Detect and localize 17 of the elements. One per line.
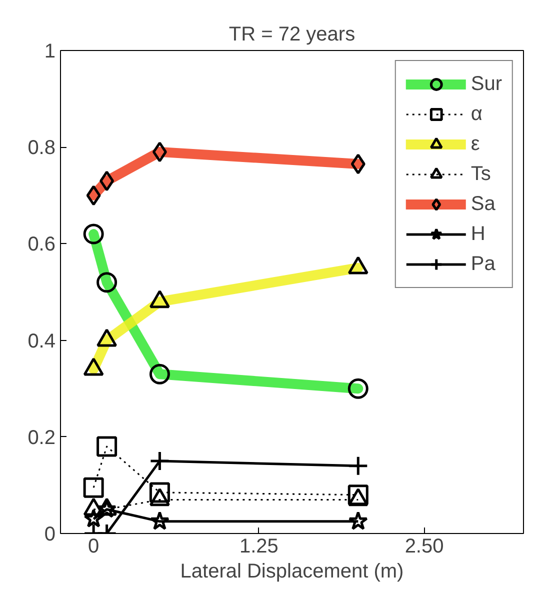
legend-label: H (470, 222, 486, 246)
y-tick-label: 1 (44, 40, 56, 62)
chart-title: TR = 72 years (228, 24, 356, 46)
legend-label: Pa (470, 252, 496, 276)
x-tick-label: 1.25 (239, 536, 278, 558)
legend-label: ε (470, 132, 481, 156)
y-tick-label: 0.8 (28, 137, 56, 160)
y-tick-label: 0.2 (28, 426, 56, 449)
legend-label: Ts (470, 162, 491, 186)
y-tick-label: 0.6 (28, 234, 56, 256)
y-tick-label: 0.4 (28, 330, 56, 352)
x-tick-label: 0 (88, 536, 100, 558)
legend-label: Sa (470, 192, 496, 216)
legend-label: α (470, 102, 484, 126)
x-tick-label: 2.50 (404, 536, 444, 558)
legend-label: Sur (470, 72, 502, 96)
x-axis-title: Lateral Displacement (m) (180, 560, 404, 582)
